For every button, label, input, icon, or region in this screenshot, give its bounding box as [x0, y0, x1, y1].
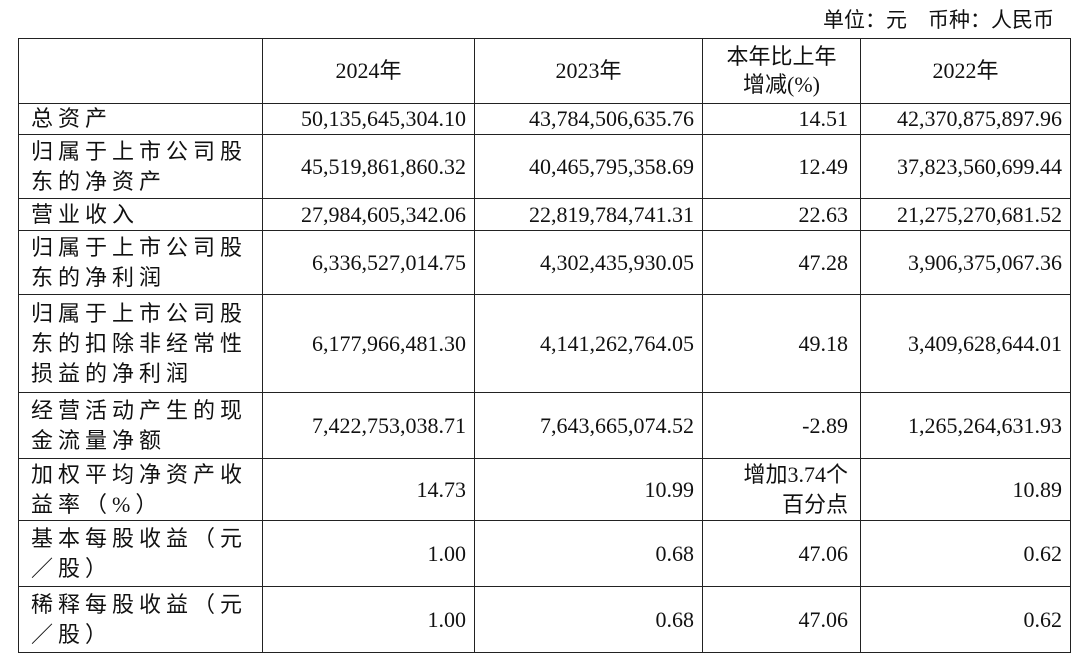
financial-table: 2024年 2023年 本年比上年增减(%) 2022年 总资产 50,135,645,… [18, 38, 1071, 653]
value-cell: 27,984,605,342.06 [262, 198, 475, 231]
table-row: 稀释每股收益（元／股） 1.00 0.68 47.06 0.62 [18, 586, 1071, 653]
unit-note: 单位：元 币种：人民币 [823, 8, 1054, 32]
value-cell: 10.89 [860, 458, 1071, 521]
table-body: 总资产 50,135,645,304.10 43,784,506,635.76 14.… [18, 103, 1071, 653]
value-cell: 1,265,264,631.93 [860, 392, 1071, 459]
row-label: 归属于上市公司股东的扣除非经常性损益的净利润 [18, 294, 263, 393]
value-cell: 6,177,966,481.30 [262, 294, 475, 393]
value-cell: 22,819,784,741.31 [474, 198, 703, 231]
table-row: 归属于上市公司股东的净利润 6,336,527,014.75 4,302,435,9… [18, 230, 1071, 295]
value-cell: 4,302,435,930.05 [474, 230, 703, 295]
row-label: 营业收入 [18, 198, 263, 231]
value-cell: 7,422,753,038.71 [262, 392, 475, 459]
value-cell: 1.00 [262, 520, 475, 587]
value-cell: 6,336,527,014.75 [262, 230, 475, 295]
header-cell: 2023年 [474, 38, 703, 104]
table-row: 营业收入 27,984,605,342.06 22,819,784,741.31 22… [18, 198, 1071, 231]
row-label: 归属于上市公司股东的净资产 [18, 134, 263, 199]
header-row: 2024年 2023年 本年比上年增减(%) 2022年 [18, 38, 1071, 104]
value-cell: 0.68 [474, 586, 703, 653]
value-cell: 14.73 [262, 458, 475, 521]
header-cell: 2024年 [262, 38, 475, 104]
value-cell: 47.28 [702, 230, 861, 295]
table-row: 归属于上市公司股东的净资产 45,519,861,860.32 40,465,795… [18, 134, 1071, 199]
row-label: 总资产 [18, 103, 263, 135]
value-cell: 49.18 [702, 294, 861, 393]
value-cell: 21,275,270,681.52 [860, 198, 1071, 231]
value-cell: 0.68 [474, 520, 703, 587]
table-row: 总资产 50,135,645,304.10 43,784,506,635.76 14.… [18, 103, 1071, 135]
row-label: 稀释每股收益（元／股） [18, 586, 263, 653]
value-cell: 1.00 [262, 586, 475, 653]
header-cell: 本年比上年增减(%) [702, 38, 861, 104]
table-header: 2024年 2023年 本年比上年增减(%) 2022年 [18, 38, 1071, 104]
header-cell [18, 38, 263, 104]
row-label: 经营活动产生的现金流量净额 [18, 392, 263, 459]
table-row: 基本每股收益（元／股） 1.00 0.68 47.06 0.62 [18, 520, 1071, 587]
value-cell: 47.06 [702, 586, 861, 653]
value-cell: 50,135,645,304.10 [262, 103, 475, 135]
table-row: 经营活动产生的现金流量净额 7,422,753,038.71 7,643,665,0… [18, 392, 1071, 459]
value-cell: 14.51 [702, 103, 861, 135]
value-cell: 42,370,875,897.96 [860, 103, 1071, 135]
header-cell: 2022年 [860, 38, 1071, 104]
value-cell: 40,465,795,358.69 [474, 134, 703, 199]
value-cell: 0.62 [860, 586, 1071, 653]
value-cell: -2.89 [702, 392, 861, 459]
value-cell: 12.49 [702, 134, 861, 199]
table-row: 归属于上市公司股东的扣除非经常性损益的净利润 6,177,966,481.30 4,… [18, 294, 1071, 393]
value-cell: 增加3.74个百分点 [702, 458, 861, 521]
value-cell: 3,409,628,644.01 [860, 294, 1071, 393]
value-cell: 43,784,506,635.76 [474, 103, 703, 135]
value-cell: 10.99 [474, 458, 703, 521]
value-cell: 7,643,665,074.52 [474, 392, 703, 459]
table-row: 加权平均净资产收益率（%） 14.73 10.99 增加3.74个百分点 10.89 [18, 458, 1071, 521]
value-cell: 0.62 [860, 520, 1071, 587]
value-cell: 4,141,262,764.05 [474, 294, 703, 393]
value-cell: 22.63 [702, 198, 861, 231]
row-label: 基本每股收益（元／股） [18, 520, 263, 587]
row-label: 归属于上市公司股东的净利润 [18, 230, 263, 295]
value-cell: 3,906,375,067.36 [860, 230, 1071, 295]
row-label: 加权平均净资产收益率（%） [18, 458, 263, 521]
value-cell: 47.06 [702, 520, 861, 587]
value-cell: 45,519,861,860.32 [262, 134, 475, 199]
value-cell: 37,823,560,699.44 [860, 134, 1071, 199]
